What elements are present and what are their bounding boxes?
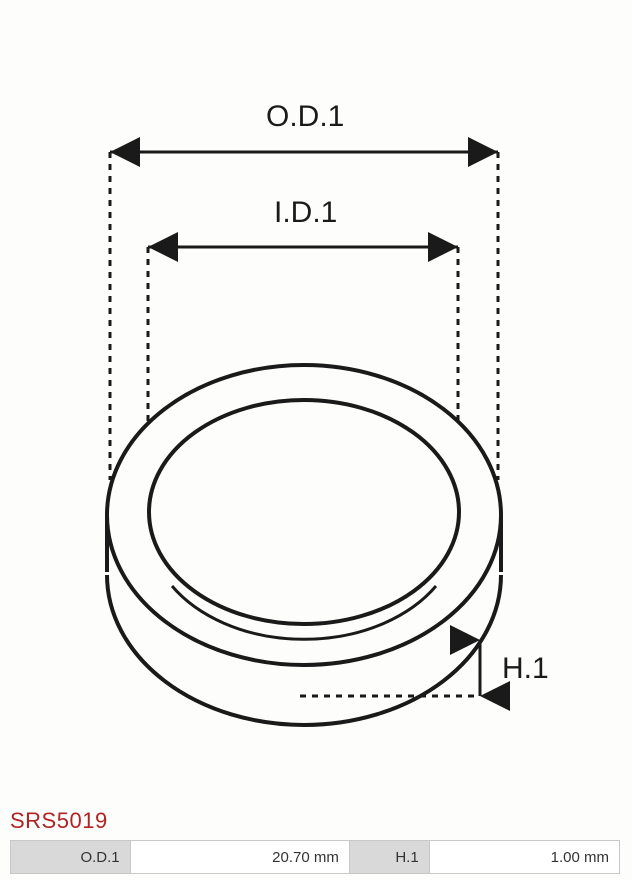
spec-value-od: 20.70 mm xyxy=(131,841,350,873)
spec-value-h: 1.00 mm xyxy=(430,841,619,873)
spec-table: O.D.1 20.70 mm H.1 1.00 mm xyxy=(10,840,620,874)
spec-label-od: O.D.1 xyxy=(11,841,131,873)
spec-label-text: O.D.1 xyxy=(80,849,119,866)
spec-label-text: H.1 xyxy=(395,849,418,866)
dimension-diagram: O.D.1 I.D.1 H.1 xyxy=(0,0,632,800)
h-label: H.1 xyxy=(502,652,549,686)
spec-value-text: 20.70 mm xyxy=(272,849,339,866)
spec-value-text: 1.00 mm xyxy=(551,849,609,866)
spec-label-h: H.1 xyxy=(350,841,430,873)
id-label: I.D.1 xyxy=(274,196,337,230)
part-number: SRS5019 xyxy=(10,808,108,834)
od-label: O.D.1 xyxy=(266,100,344,134)
